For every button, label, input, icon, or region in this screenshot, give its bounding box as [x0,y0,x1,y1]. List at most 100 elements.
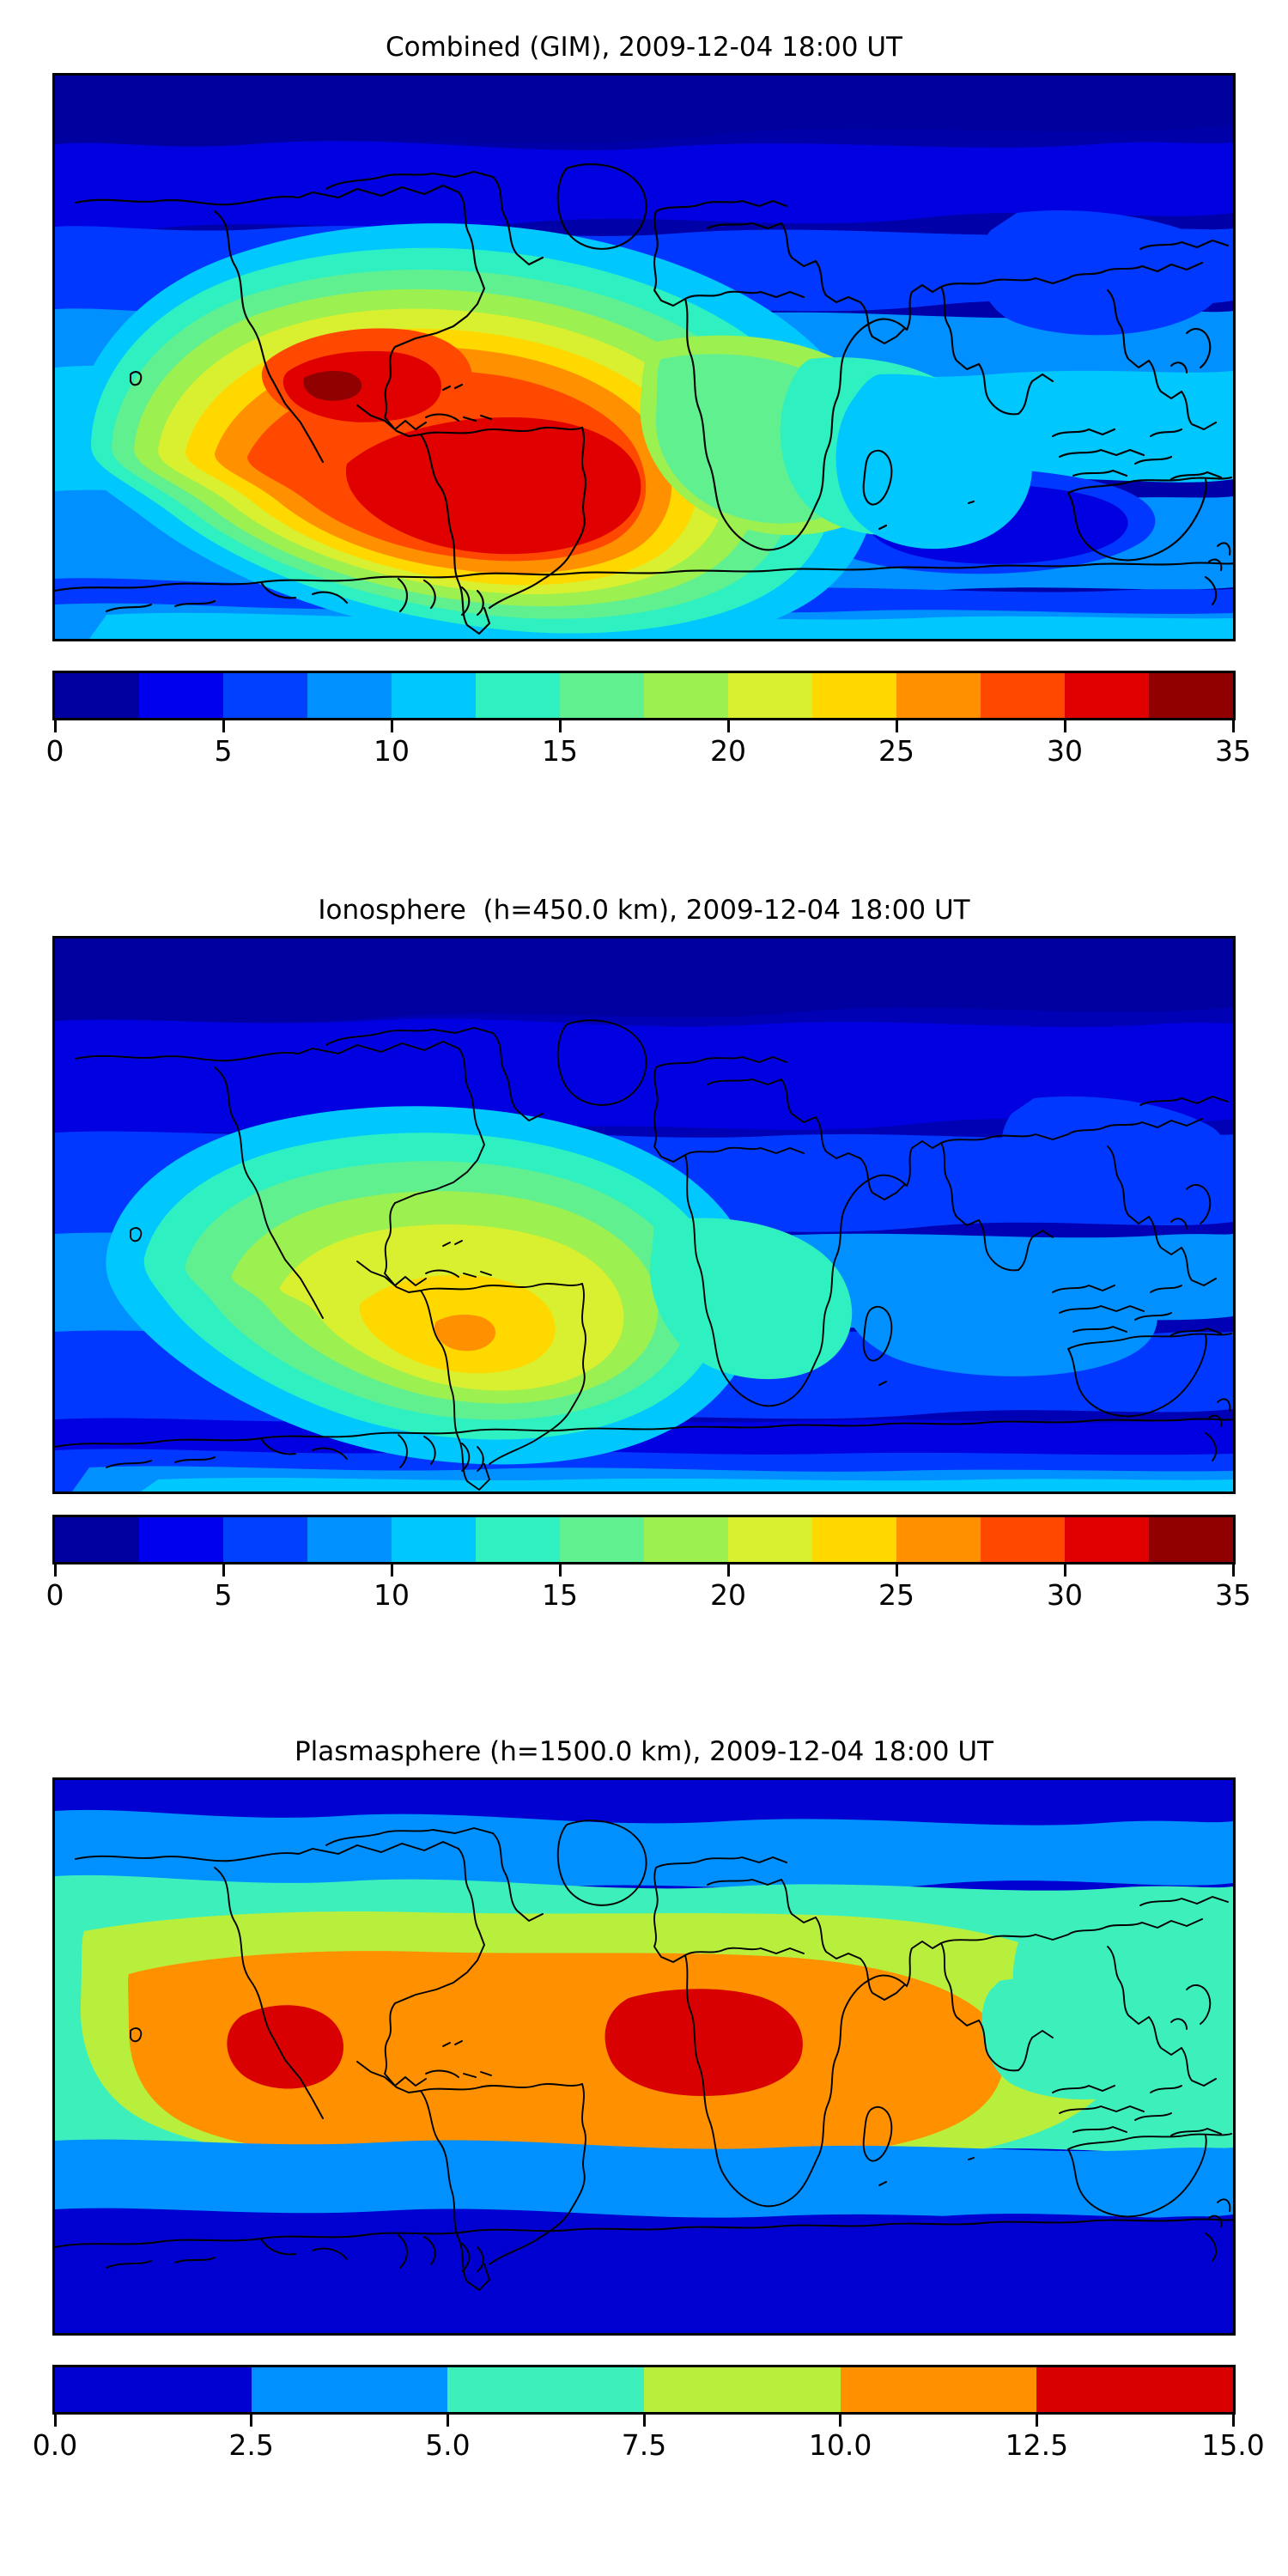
colorbar-band [840,2367,1037,2412]
colorbar-band [392,1517,476,1562]
colorbar-labels-3: 0.0 2.5 5.0 7.5 10.0 12.5 15.0 [33,2427,1265,2466]
colorbar-band [1036,2367,1234,2412]
colorbar-tick [1231,1564,1235,1577]
colorbar-band [644,673,728,718]
map-canvas-plasmasphere [52,1777,1236,2336]
colorbar-tick [895,1564,898,1577]
colorbar-tick [558,720,562,732]
colorbar-band [476,1517,560,1562]
colorbar-tick-label: 10 [374,734,410,768]
colorbar-tick [642,2415,646,2427]
colorbar-band [251,2367,448,2412]
colorbar-band [812,673,896,718]
colorbar-tick [1063,1564,1066,1577]
colorbar-tick [446,2415,449,2427]
colorbar-tick-label: 0 [46,1578,64,1612]
colorbar-band [476,673,560,718]
colorbar-plasmasphere: 0.0 2.5 5.0 7.5 10.0 12.5 15.0 [33,2365,1265,2466]
colorbar-tick [1231,2415,1235,2427]
panel-plasmasphere: Plasmasphere (h=1500.0 km), 2009-12-04 1… [0,1739,1288,2466]
colorbar-tick-label: 10.0 [808,2428,872,2462]
colorbar-band [139,673,223,718]
colorbar-labels-1: 0 5 10 15 20 25 30 35 [46,732,1252,772]
colorbar-band [392,673,476,718]
colorbar-band [1065,673,1149,718]
colorbar-ticks-1 [52,720,1236,732]
colorbar-tick-label: 15 [542,1578,578,1612]
panel-title-combined-gim: Combined (GIM), 2009-12-04 18:00 UT [386,32,902,63]
map-plasmasphere [52,1777,1236,2336]
map-combined-gim [52,73,1236,641]
colorbar-tick [726,720,730,732]
colorbar-tick-label: 2.5 [228,2428,274,2462]
colorbar-labels-2: 0 5 10 15 20 25 30 35 [46,1577,1252,1616]
colorbar-gradient-2 [52,1515,1236,1564]
colorbar-tick-label: 30 [1047,1578,1083,1612]
colorbar-band [644,2367,841,2412]
colorbar-band [728,673,812,718]
colorbar-tick [839,2415,842,2427]
colorbar-tick [53,720,57,732]
colorbar-band [981,1517,1065,1562]
panel-combined-gim: Combined (GIM), 2009-12-04 18:00 UT [0,34,1288,772]
panel-title-ionosphere: Ionosphere (h=450.0 km), 2009-12-04 18:0… [318,895,970,926]
colorbar-combined-gim: 0 5 10 15 20 25 30 35 [46,671,1252,772]
colorbar-band [223,1517,307,1562]
colorbar-tick-label: 35 [1215,734,1251,768]
map-canvas-ionosphere [52,936,1236,1494]
colorbar-band [981,673,1065,718]
colorbar-tick [390,720,393,732]
colorbar-band [896,1517,981,1562]
colorbar-ticks-3 [52,2415,1236,2427]
colorbar-tick-label: 5 [214,1578,233,1612]
colorbar-tick [1063,720,1066,732]
colorbar-tick-label: 15 [542,734,578,768]
colorbar-tick [1035,2415,1038,2427]
panel-title-plasmasphere: Plasmasphere (h=1500.0 km), 2009-12-04 1… [294,1736,993,1767]
colorbar-tick-label: 25 [878,734,914,768]
colorbar-tick [895,720,898,732]
colorbar-tick-label: 7.5 [621,2428,667,2462]
colorbar-ionosphere: 0 5 10 15 20 25 30 35 [46,1515,1252,1616]
colorbar-tick-label: 15.0 [1201,2428,1265,2462]
colorbar-band [55,1517,139,1562]
colorbar-gradient-1 [52,671,1236,720]
colorbar-tick [222,1564,225,1577]
colorbar-tick-label: 5 [214,734,233,768]
colorbar-band [139,1517,223,1562]
colorbar-tick [53,2415,57,2427]
map-canvas-combined-gim [52,73,1236,641]
colorbar-tick [53,1564,57,1577]
colorbar-tick-label: 20 [710,734,746,768]
map-ionosphere [52,936,1236,1494]
panel-ionosphere: Ionosphere (h=450.0 km), 2009-12-04 18:0… [0,897,1288,1616]
colorbar-tick [558,1564,562,1577]
colorbar-band [55,673,139,718]
colorbar-band [307,1517,392,1562]
colorbar-band [728,1517,812,1562]
colorbar-tick-label: 20 [710,1578,746,1612]
colorbar-band [560,1517,644,1562]
colorbar-tick-label: 25 [878,1578,914,1612]
colorbar-band [223,673,307,718]
colorbar-band [1149,673,1233,718]
colorbar-band [560,673,644,718]
colorbar-band [1149,1517,1233,1562]
colorbar-band [447,2367,645,2412]
colorbar-tick-label: 0.0 [32,2428,78,2462]
colorbar-tick-label: 35 [1215,1578,1251,1612]
colorbar-tick-label: 0 [46,734,64,768]
colorbar-tick-label: 12.5 [1005,2428,1069,2462]
colorbar-band [307,673,392,718]
colorbar-band [896,673,981,718]
colorbar-tick [222,720,225,732]
colorbar-tick [390,1564,393,1577]
colorbar-tick [726,1564,730,1577]
colorbar-band [812,1517,896,1562]
colorbar-tick-label: 30 [1047,734,1083,768]
colorbar-ticks-2 [52,1564,1236,1577]
colorbar-tick-label: 5.0 [425,2428,471,2462]
colorbar-band [55,2367,252,2412]
colorbar-band [644,1517,728,1562]
